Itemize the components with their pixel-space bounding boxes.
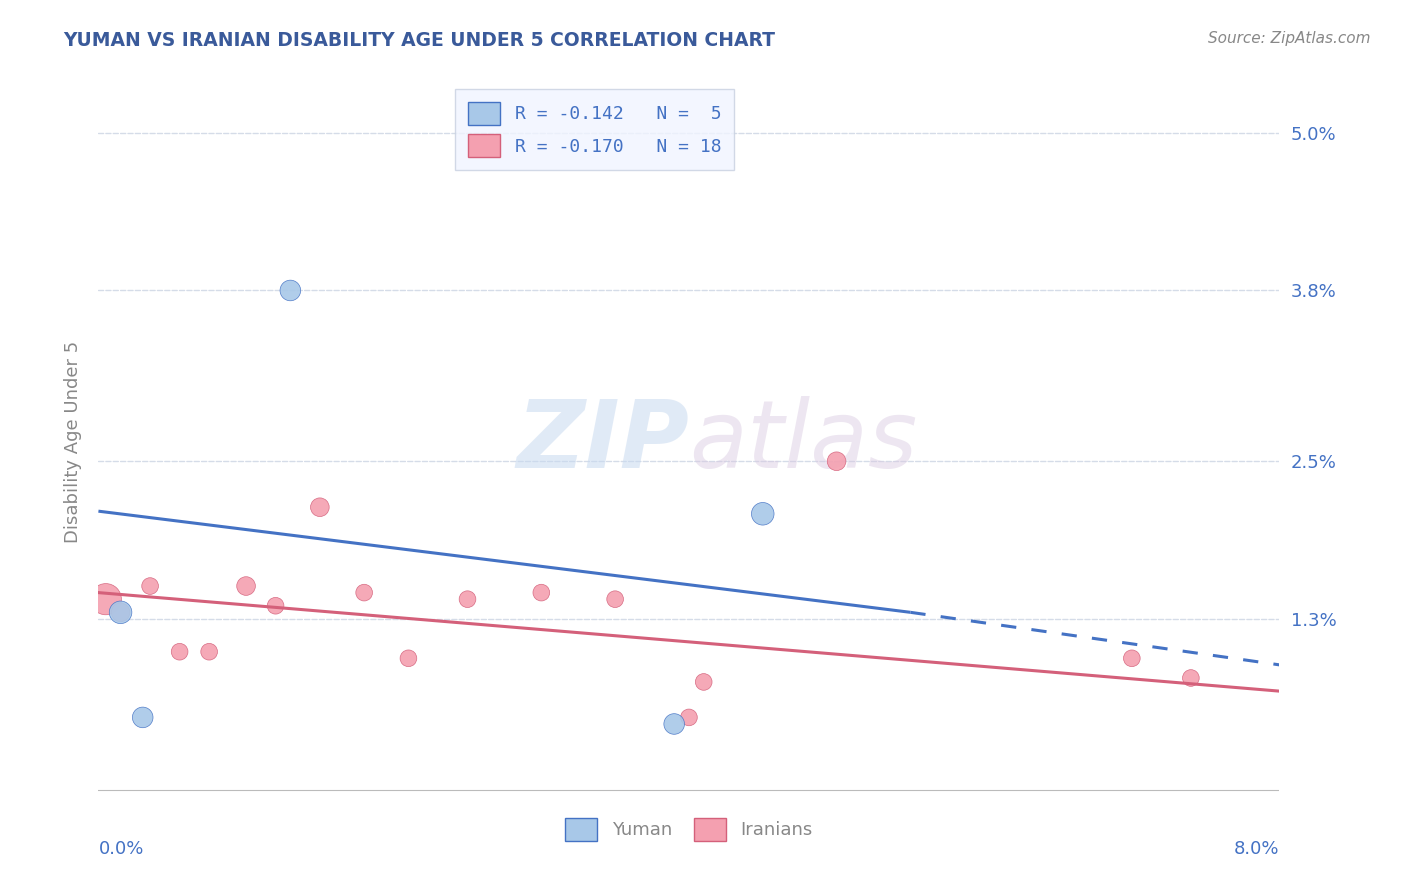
Point [169, 645, 191, 659]
Point [530, 585, 553, 599]
Point [110, 605, 132, 619]
Text: 8.0%: 8.0% [1234, 839, 1279, 857]
Text: atlas: atlas [689, 396, 917, 487]
Point [678, 710, 700, 724]
Point [110, 605, 132, 619]
Point [132, 710, 155, 724]
Point [353, 585, 375, 599]
Point [139, 579, 162, 593]
Point [605, 592, 627, 607]
Point [280, 284, 302, 298]
Point [398, 651, 420, 665]
Point [198, 645, 221, 659]
Text: 0.0%: 0.0% [98, 839, 143, 857]
Point [664, 717, 686, 731]
Point [264, 599, 287, 613]
Text: Source: ZipAtlas.com: Source: ZipAtlas.com [1208, 31, 1371, 46]
Text: YUMAN VS IRANIAN DISABILITY AGE UNDER 5 CORRELATION CHART: YUMAN VS IRANIAN DISABILITY AGE UNDER 5 … [63, 31, 775, 50]
Point [693, 675, 716, 690]
Point [752, 507, 775, 521]
Point [309, 500, 332, 515]
Point [1180, 671, 1202, 685]
Point [235, 579, 257, 593]
Point [1121, 651, 1143, 665]
Legend: Yuman, Iranians: Yuman, Iranians [558, 810, 820, 848]
Point [94, 592, 117, 607]
Point [825, 454, 848, 468]
Point [457, 592, 479, 607]
Y-axis label: Disability Age Under 5: Disability Age Under 5 [63, 341, 82, 542]
Text: ZIP: ZIP [516, 395, 689, 488]
